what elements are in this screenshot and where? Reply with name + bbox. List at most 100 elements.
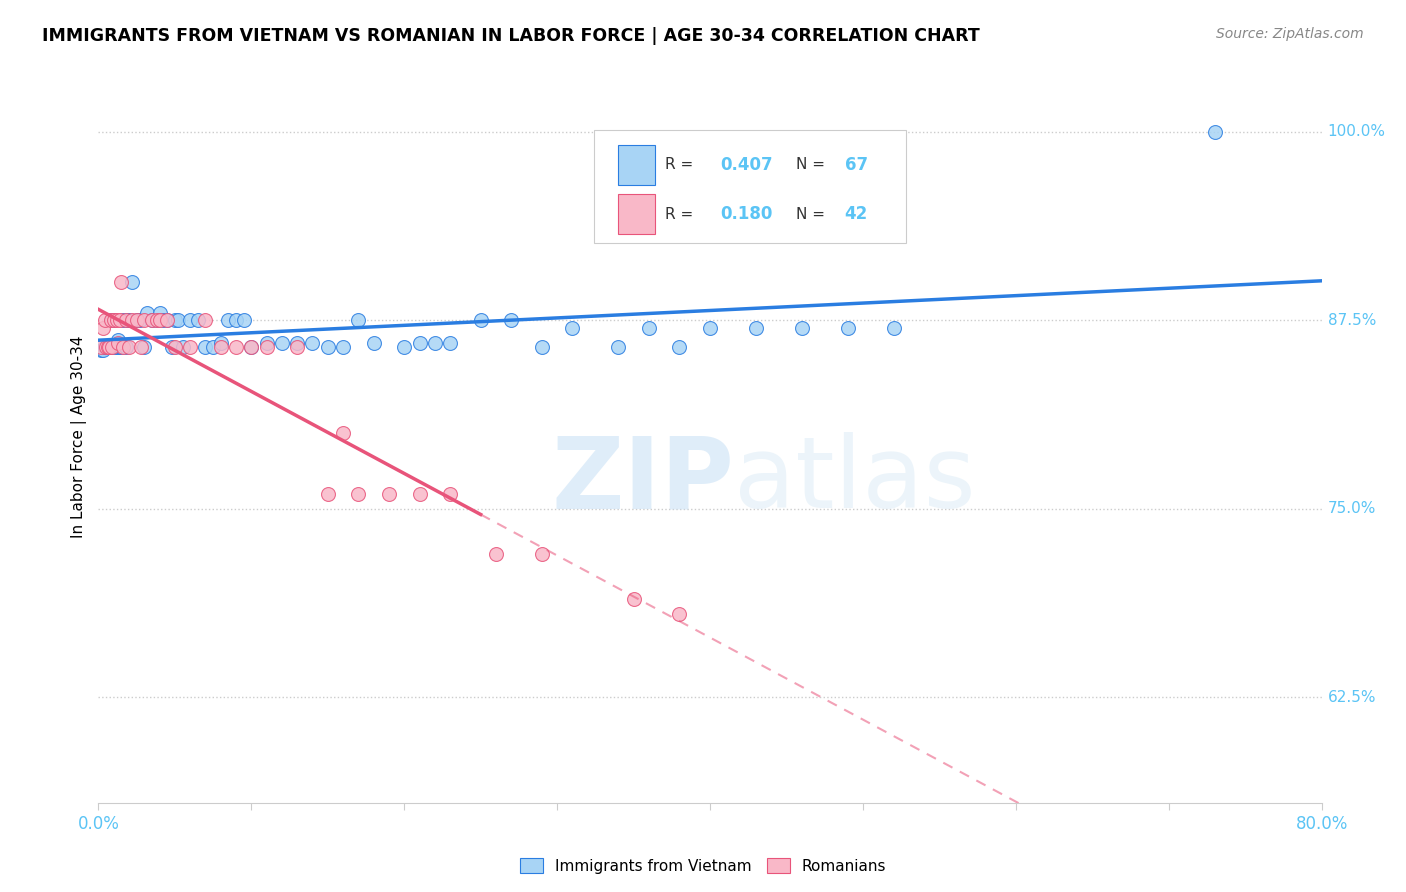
Text: 75.0%: 75.0%	[1327, 501, 1376, 516]
Point	[145, 313, 167, 327]
Point	[225, 313, 247, 327]
Point	[105, 340, 128, 354]
Point	[485, 547, 508, 561]
Point	[285, 335, 308, 350]
Text: 0.180: 0.180	[720, 205, 772, 223]
Point	[101, 340, 124, 354]
Text: N =: N =	[796, 157, 825, 172]
Text: R =: R =	[665, 157, 693, 172]
Point	[115, 313, 138, 327]
Point	[637, 320, 661, 334]
Text: R =: R =	[665, 207, 693, 222]
Point	[378, 486, 401, 500]
Point	[107, 333, 129, 347]
Point	[270, 335, 292, 350]
Point	[160, 340, 183, 354]
Point	[439, 486, 461, 500]
Point	[94, 340, 117, 354]
Point	[240, 340, 263, 354]
Point	[883, 320, 905, 334]
Point	[332, 340, 354, 354]
Point	[98, 340, 121, 354]
Point	[301, 335, 323, 350]
Point	[209, 335, 232, 350]
Point	[285, 340, 308, 354]
Text: Source: ZipAtlas.com: Source: ZipAtlas.com	[1216, 27, 1364, 41]
Point	[187, 313, 209, 327]
Point	[347, 486, 370, 500]
Point	[217, 313, 239, 327]
Text: 87.5%: 87.5%	[1327, 313, 1376, 327]
Point	[240, 340, 263, 354]
Point	[179, 313, 201, 327]
Point	[561, 320, 583, 334]
Point	[118, 313, 141, 327]
Point	[100, 340, 122, 354]
Point	[194, 313, 217, 327]
Point	[530, 547, 553, 561]
Point	[152, 313, 174, 327]
FancyBboxPatch shape	[593, 130, 905, 244]
Text: 67: 67	[845, 156, 868, 174]
Point	[125, 313, 148, 327]
Point	[115, 340, 138, 354]
Text: 0.407: 0.407	[720, 156, 772, 174]
Point	[439, 335, 461, 350]
Point	[134, 313, 156, 327]
Point	[623, 592, 645, 607]
Point	[118, 340, 141, 354]
Point	[163, 313, 186, 327]
Point	[470, 313, 492, 327]
Y-axis label: In Labor Force | Age 30-34: In Labor Force | Age 30-34	[72, 335, 87, 539]
Point	[125, 313, 148, 327]
Text: 62.5%: 62.5%	[1327, 690, 1376, 705]
Point	[90, 340, 112, 354]
Point	[347, 313, 370, 327]
Point	[668, 340, 690, 354]
Point	[225, 340, 247, 354]
Point	[607, 340, 630, 354]
Point	[209, 340, 232, 354]
Point	[408, 335, 430, 350]
Point	[316, 340, 339, 354]
Text: atlas: atlas	[734, 433, 976, 530]
Point	[93, 340, 115, 354]
Point	[256, 340, 278, 354]
Text: N =: N =	[796, 207, 825, 222]
Point	[103, 313, 125, 327]
Point	[141, 313, 163, 327]
Point	[97, 340, 120, 354]
Point	[91, 343, 114, 358]
FancyBboxPatch shape	[619, 145, 655, 185]
Point	[149, 313, 172, 327]
Point	[121, 313, 143, 327]
Point	[129, 340, 152, 354]
Point	[530, 340, 553, 354]
Point	[363, 335, 385, 350]
Point	[392, 340, 416, 354]
Point	[156, 313, 179, 327]
Point	[256, 335, 278, 350]
Point	[103, 313, 125, 327]
Point	[105, 313, 128, 327]
Text: IMMIGRANTS FROM VIETNAM VS ROMANIAN IN LABOR FORCE | AGE 30-34 CORRELATION CHART: IMMIGRANTS FROM VIETNAM VS ROMANIAN IN L…	[42, 27, 980, 45]
Text: ZIP: ZIP	[551, 433, 734, 530]
Point	[668, 607, 690, 622]
Point	[837, 320, 859, 334]
Point	[163, 340, 186, 354]
Point	[408, 486, 430, 500]
FancyBboxPatch shape	[619, 194, 655, 235]
Text: 100.0%: 100.0%	[1327, 124, 1386, 139]
Point	[232, 313, 254, 327]
Point	[134, 340, 156, 354]
Point	[94, 340, 117, 354]
Point	[100, 313, 122, 327]
Point	[108, 313, 131, 327]
Point	[790, 320, 813, 334]
Point	[332, 426, 354, 441]
Point	[100, 313, 122, 327]
Point	[1204, 125, 1226, 139]
Point	[172, 340, 194, 354]
Point	[128, 313, 150, 327]
Point	[111, 340, 134, 354]
